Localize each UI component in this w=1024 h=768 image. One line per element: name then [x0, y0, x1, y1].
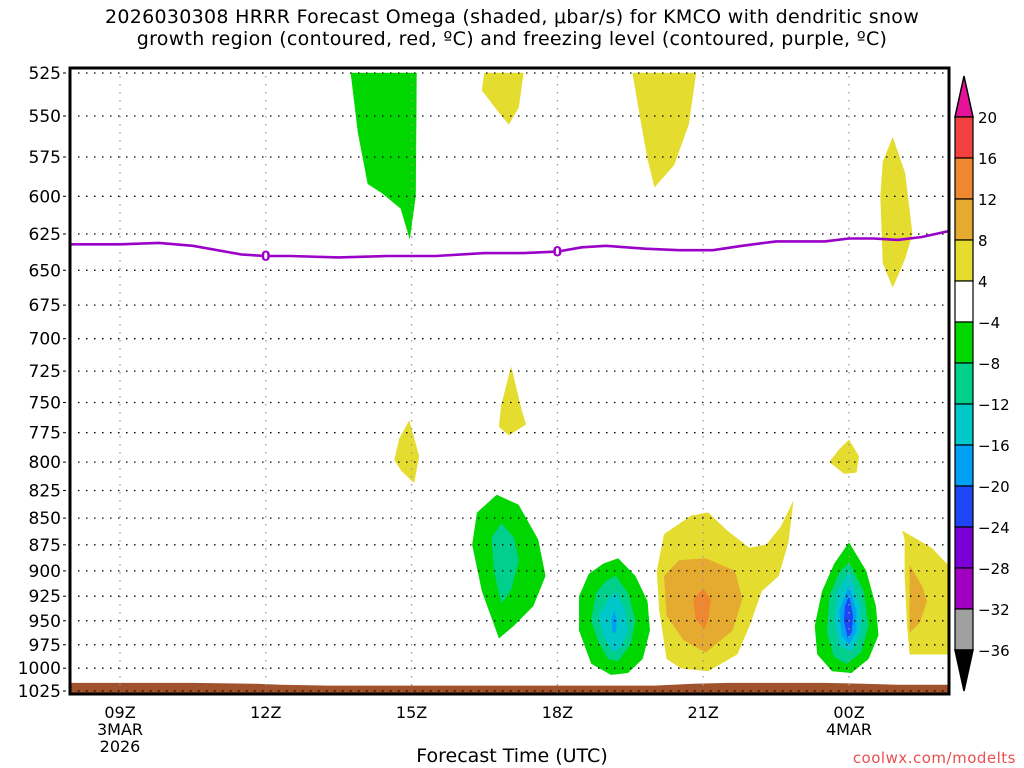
y-tick-label-825: 825	[29, 482, 61, 502]
colorbar-bin--32to-28	[954, 567, 974, 610]
colorbar-label--16: −16	[978, 437, 1010, 455]
omega-region-yellow-fleck-800-right	[829, 439, 859, 474]
y-tick-label-700: 700	[29, 330, 61, 350]
colorbar-bin--28to-24	[954, 526, 974, 569]
x-tick-label-12Z: 12Z	[250, 703, 281, 722]
colorbar-label--4: −4	[978, 314, 1000, 332]
colorbar-bin-below-36	[954, 649, 974, 692]
colorbar-label-16: 16	[978, 150, 997, 168]
freezing-level-label-bg	[553, 244, 562, 259]
omega-region-upper-yellow-blob-2	[632, 72, 697, 188]
x-tick-label-21Z: 21Z	[688, 703, 719, 722]
colorbar-label-4: 4	[978, 273, 988, 291]
y-tick-label-1000: 1000	[18, 659, 61, 679]
colorbar-bin--20to-16	[954, 444, 974, 487]
x-tick-label-18Z: 18Z	[542, 703, 573, 722]
colorbar-label--32: −32	[978, 601, 1010, 619]
y-tick-label-875: 875	[29, 536, 61, 556]
colorbar-bin--12to-8	[954, 362, 974, 405]
colorbar-label--36: −36	[978, 642, 1010, 660]
omega-region-yellow-fleck-750	[498, 367, 527, 436]
omega-region-green-cell-3-core	[843, 595, 854, 639]
chart-title: 2026030308 HRRR Forecast Omega (shaded, …	[0, 6, 1024, 50]
y-tick-label-1025: 1025	[18, 682, 61, 702]
colorbar-bin--16to-12	[954, 403, 974, 446]
y-tick-label-600: 600	[29, 187, 61, 207]
omega-region-green-cell-1-core	[491, 523, 519, 604]
colorbar-bin-above-20	[954, 75, 974, 118]
colorbar-label--28: −28	[978, 560, 1010, 578]
omega-region-dark-orange-core	[693, 588, 711, 630]
freezing-level-label: 0	[553, 245, 563, 261]
freezing-level-contour	[70, 229, 949, 259]
chart-title-line-1: 2026030308 HRRR Forecast Omega (shaded, …	[104, 6, 920, 28]
colorbar-label--12: −12	[978, 396, 1010, 414]
x-tick-label-09Z-2: 2026	[100, 737, 141, 756]
omega-region-yellow-fleck-800	[394, 420, 420, 484]
colorbar-bin-16to20	[954, 116, 974, 159]
colorbar-label-8: 8	[978, 232, 988, 250]
surface-terrain	[70, 682, 949, 694]
colorbar: 20 16 12 8 4 −4 −8 −12 −16 −20 −24 −28 −32 −36	[954, 75, 1010, 692]
x-tick-label-09Z: 09Z	[104, 703, 135, 722]
y-tick-label-575: 575	[29, 148, 61, 168]
omega-region-green-cell-2-core	[611, 610, 617, 633]
x-axis-title: Forecast Time (UTC)	[416, 745, 608, 767]
freezing-level-label-bg	[261, 248, 270, 263]
colorbar-label--20: −20	[978, 478, 1010, 496]
x-tick-label-00Z: 00Z	[833, 703, 864, 722]
y-tick-label-625: 625	[29, 225, 61, 245]
x-tick-label-00Z-1: 4MAR	[826, 720, 872, 739]
y-tick-label-975: 975	[29, 636, 61, 656]
credit-link[interactable]: coolwx.com/modelts	[852, 749, 1016, 767]
colorbar-bin--4to4	[954, 280, 974, 323]
chart-title-line-2: growth region (contoured, red, ºC) and f…	[136, 28, 888, 50]
y-tick-label-525: 525	[29, 64, 61, 84]
omega-region-right-yellow-streak	[880, 136, 913, 288]
colorbar-label--8: −8	[978, 355, 1000, 373]
y-tick-label-650: 650	[29, 261, 61, 281]
y-tick-label-950: 950	[29, 612, 61, 632]
y-tick-label-800: 800	[29, 453, 61, 473]
grid-layer	[70, 68, 949, 694]
y-tick-label-925: 925	[29, 587, 61, 607]
colorbar-bin--24to-20	[954, 485, 974, 528]
y-tick-label-750: 750	[29, 394, 61, 414]
y-tick-label-850: 850	[29, 509, 61, 529]
y-tick-label-675: 675	[29, 296, 61, 316]
omega-region-right-yellow-complex	[902, 530, 949, 655]
surface-terrain-layer	[70, 682, 949, 694]
y-axis: 525 550 575 600 625 650 675 700 725 750 775 800 825 8…	[18, 64, 66, 702]
colorbar-bin-4to8	[954, 239, 974, 282]
colorbar-bin-8to12	[954, 198, 974, 241]
x-tick-label-15Z: 15Z	[396, 703, 427, 722]
y-tick-label-550: 550	[29, 107, 61, 127]
colorbar-bin-12to16	[954, 157, 974, 200]
y-tick-label-900: 900	[29, 562, 61, 582]
plot-frame	[68, 66, 951, 696]
colorbar-bin--8to-4	[954, 321, 974, 364]
omega-region-upper-green-plume	[350, 72, 417, 239]
colorbar-label-20: 20	[978, 109, 997, 127]
x-tick-label-09Z-1: 3MAR	[97, 720, 143, 739]
y-tick-label-775: 775	[29, 424, 61, 444]
freezing-level-label: 0	[261, 249, 271, 265]
colorbar-label--24: −24	[978, 519, 1010, 537]
omega-region-upper-yellow-blob-1	[481, 72, 524, 125]
colorbar-label-12: 12	[978, 191, 997, 209]
y-tick-label-725: 725	[29, 362, 61, 382]
colorbar-bin--36to-32	[954, 608, 974, 651]
omega-region-right-orange-core	[909, 564, 928, 633]
omega-shading-layer	[350, 72, 949, 675]
